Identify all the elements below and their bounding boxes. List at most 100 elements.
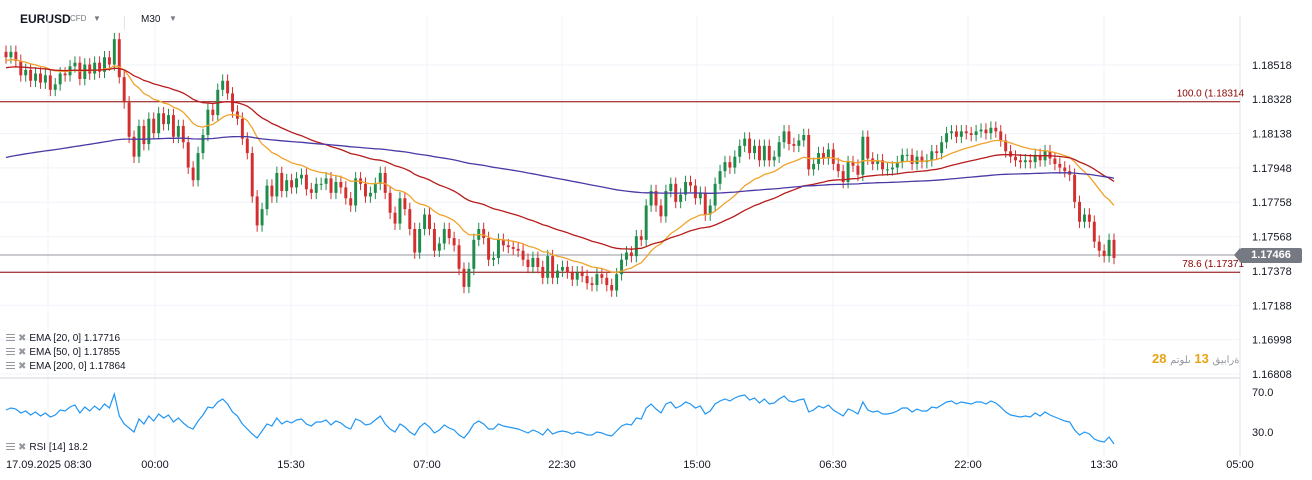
candle-body bbox=[299, 174, 303, 179]
candle-body bbox=[669, 183, 673, 192]
candle-body bbox=[1058, 163, 1062, 168]
toolbar-divider bbox=[124, 16, 125, 30]
candle-body bbox=[53, 84, 57, 90]
price-axis: 1.18518 1.18328 1.18138 1.17948 1.17758 1.175… bbox=[1252, 60, 1292, 381]
candle-body bbox=[649, 191, 653, 206]
candle-body bbox=[142, 125, 146, 145]
candle-body bbox=[58, 73, 62, 85]
candle-body bbox=[181, 125, 185, 143]
candle-body bbox=[713, 183, 717, 206]
candle-body bbox=[1023, 160, 1027, 163]
candle-body bbox=[807, 134, 811, 170]
candle-body bbox=[423, 214, 427, 230]
rsi-line bbox=[5, 391, 1115, 445]
candle-body bbox=[137, 125, 141, 157]
candle-body bbox=[334, 182, 338, 193]
candle-body bbox=[501, 239, 505, 246]
candle-body bbox=[703, 192, 707, 215]
candle-body bbox=[999, 131, 1003, 141]
candle-body bbox=[117, 39, 121, 78]
candle-body bbox=[930, 151, 934, 161]
candle-body bbox=[14, 51, 18, 61]
candle-body bbox=[378, 172, 382, 184]
candle-body bbox=[147, 118, 151, 145]
candle-body bbox=[1097, 241, 1101, 251]
rsi-axis: 70.0 30.0 bbox=[1252, 387, 1273, 439]
candle-body bbox=[974, 131, 978, 135]
candle-body bbox=[1038, 154, 1042, 161]
candle-body bbox=[383, 172, 387, 193]
ema-lines bbox=[5, 59, 1115, 273]
candle-body bbox=[856, 165, 860, 175]
candle-body bbox=[260, 209, 264, 226]
drag-handle-icon[interactable] bbox=[6, 348, 15, 356]
price-tick-label: 1.17568 bbox=[1252, 232, 1292, 244]
candle-body bbox=[1014, 156, 1017, 161]
candle-body bbox=[265, 185, 269, 210]
candle-body bbox=[950, 131, 953, 134]
drag-handle-icon[interactable] bbox=[6, 443, 15, 451]
interval-caret-down-icon[interactable]: ▼ bbox=[169, 14, 177, 23]
candle-body bbox=[1053, 158, 1057, 164]
close-icon[interactable]: ✖ bbox=[18, 361, 27, 372]
candle-body bbox=[895, 162, 899, 168]
symbol-name[interactable]: EURUSD bbox=[20, 12, 71, 26]
close-icon[interactable]: ✖ bbox=[18, 333, 27, 344]
candle-body bbox=[1018, 160, 1022, 163]
chart-toolbar: EURUSD CFD ▼ M30 ▼ bbox=[0, 0, 1240, 34]
candle-body bbox=[580, 272, 584, 277]
candle-body bbox=[748, 138, 752, 154]
candle-body bbox=[570, 272, 574, 280]
candle-body bbox=[1004, 140, 1008, 152]
time-tick-label: 17.09.2025 08:30 bbox=[6, 459, 92, 471]
symbol-caret-down-icon[interactable]: ▼ bbox=[93, 14, 101, 23]
legend-ema20: ✖ EMA [20, 0] 1.17716 bbox=[6, 333, 120, 345]
last-price-label: 1.17466 bbox=[1234, 248, 1302, 263]
candle-body bbox=[309, 189, 313, 193]
candle-body bbox=[595, 274, 599, 286]
candle-body bbox=[152, 118, 156, 134]
candle-body bbox=[516, 248, 520, 251]
candle-body bbox=[127, 102, 131, 137]
ema20-label: EMA [20, 0] 1.17716 bbox=[29, 333, 121, 344]
candle-body bbox=[280, 172, 284, 192]
candle-body bbox=[910, 154, 914, 164]
candle-body bbox=[339, 182, 343, 188]
watermark-big: 28 bbox=[1152, 351, 1167, 366]
candle-body bbox=[915, 156, 919, 164]
candle-body bbox=[526, 259, 530, 267]
candle-body bbox=[211, 109, 215, 116]
candle-body bbox=[34, 73, 38, 81]
watermark: 28 ةرابيق 13 ىلوتم bbox=[1152, 351, 1240, 366]
drag-handle-icon[interactable] bbox=[6, 362, 15, 370]
candle-body bbox=[186, 142, 190, 168]
price-tick-label: 1.18328 bbox=[1252, 94, 1292, 106]
candle-body bbox=[531, 257, 535, 267]
close-icon[interactable]: ✖ bbox=[18, 347, 27, 358]
candle-body bbox=[654, 191, 658, 206]
candle-body bbox=[876, 160, 880, 164]
ema20-line bbox=[5, 59, 1115, 273]
legend-ema50: ✖ EMA [50, 0] 1.17855 bbox=[6, 347, 120, 359]
candle-body bbox=[157, 113, 161, 134]
drag-handle-icon[interactable] bbox=[6, 334, 15, 342]
close-icon[interactable]: ✖ bbox=[18, 442, 27, 453]
candle-body bbox=[733, 156, 737, 168]
candle-body bbox=[176, 125, 180, 137]
candle-body bbox=[984, 129, 988, 134]
candle-body bbox=[250, 153, 254, 197]
time-tick-label: 07:00 bbox=[413, 459, 441, 471]
candle-body bbox=[83, 64, 87, 79]
candle-body bbox=[295, 178, 299, 188]
candle-body bbox=[43, 75, 47, 83]
price-tick-label: 1.18138 bbox=[1252, 129, 1292, 141]
fib-label: 100.0 (1.18314 bbox=[1177, 89, 1245, 100]
candle-body bbox=[841, 171, 845, 182]
interval-selector[interactable]: M30 bbox=[141, 14, 161, 25]
candle-body bbox=[541, 266, 545, 278]
candle-body bbox=[644, 205, 648, 240]
candle-body bbox=[442, 229, 446, 244]
candle-body bbox=[738, 145, 742, 157]
candle-body bbox=[565, 266, 569, 273]
